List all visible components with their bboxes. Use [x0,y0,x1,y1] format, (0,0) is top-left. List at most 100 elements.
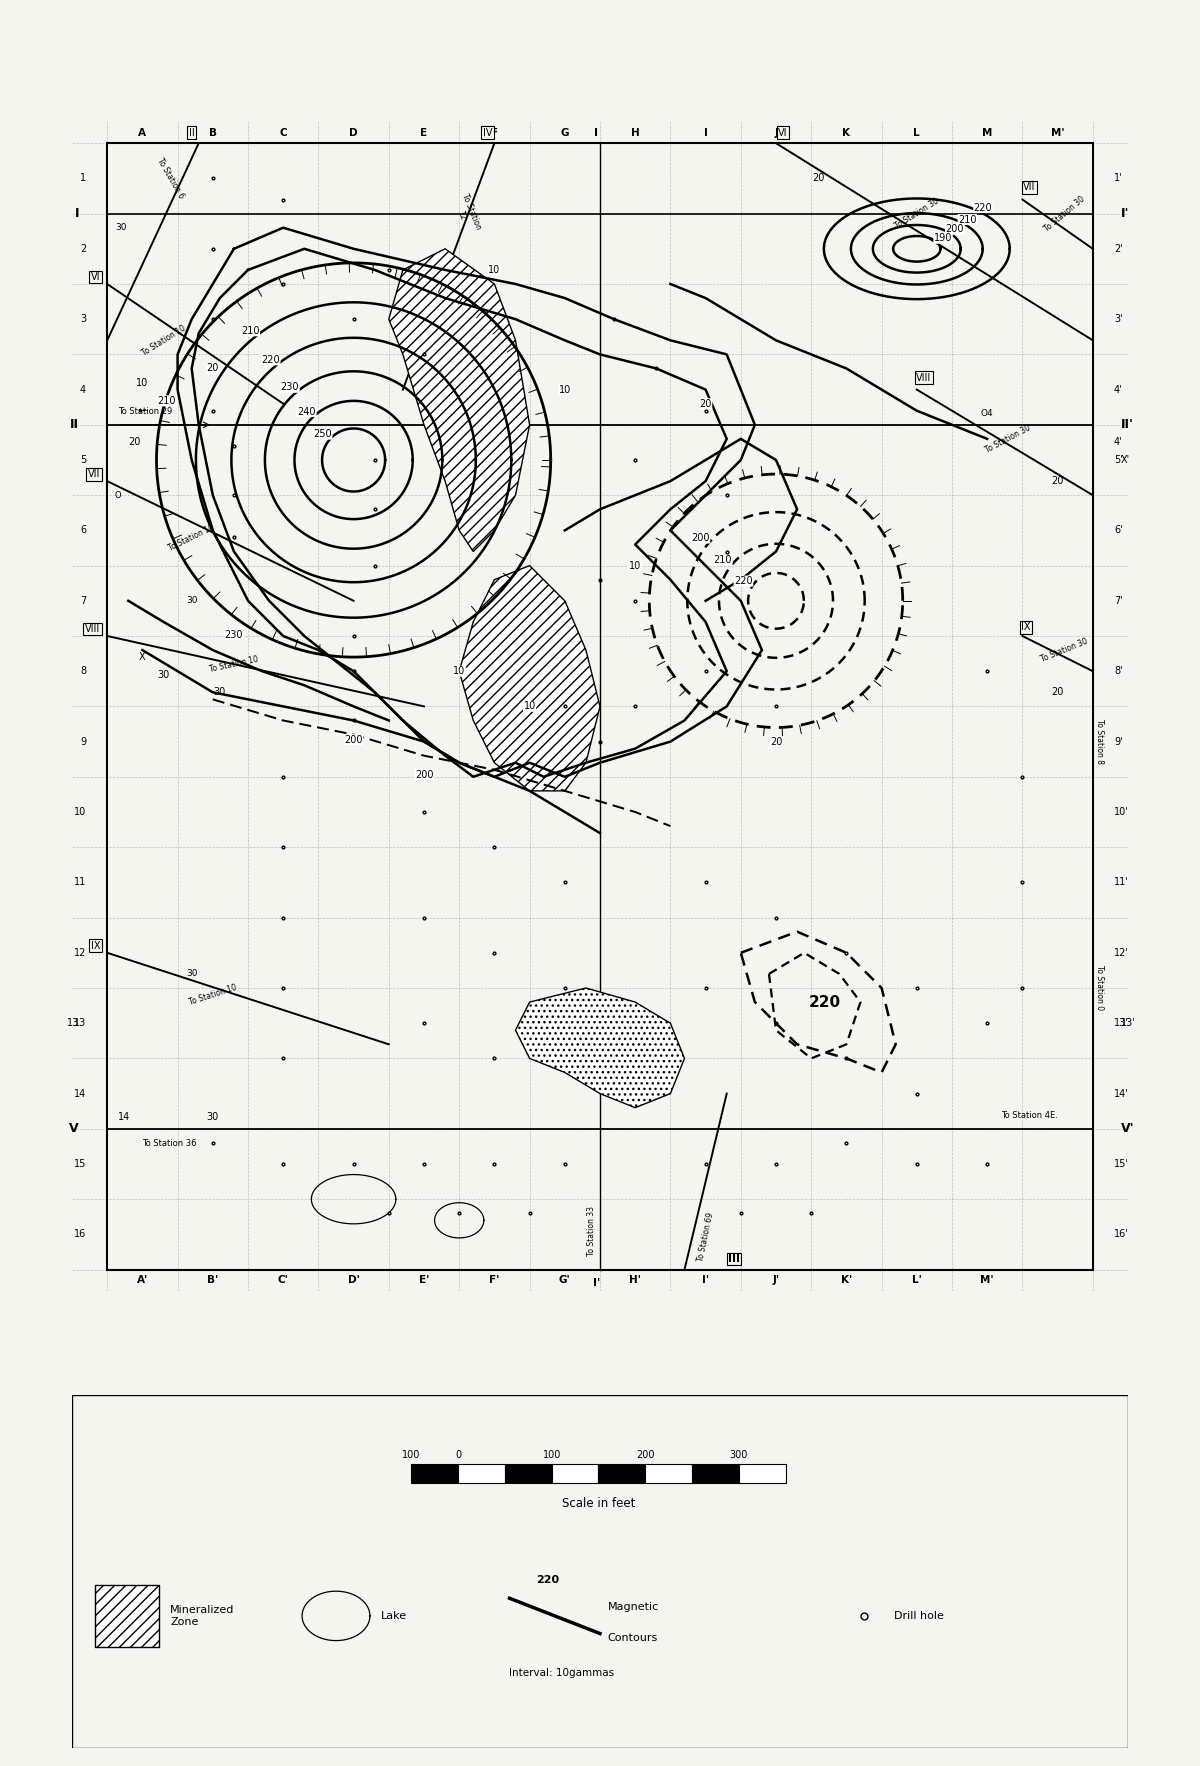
Polygon shape [389,249,529,551]
Text: 4': 4' [1114,438,1122,447]
Text: 10: 10 [454,666,466,676]
Text: 11': 11' [1114,878,1129,887]
Text: I': I' [702,1275,709,1286]
Bar [599,1464,646,1483]
Text: To Station 30: To Station 30 [1043,194,1087,233]
Text: 4: 4 [80,385,86,394]
Text: 16': 16' [1114,1229,1129,1240]
Text: 8: 8 [80,666,86,676]
Text: I: I [703,127,708,138]
Text: I': I' [1121,207,1129,221]
Text: 13: 13 [74,1019,86,1028]
Text: IX: IX [1021,622,1031,632]
Text: 220: 220 [734,576,752,586]
Text: I: I [74,207,79,221]
Text: H': H' [629,1275,641,1286]
Text: 9': 9' [1114,736,1122,747]
Text: 10: 10 [74,807,86,818]
Text: 220: 220 [809,994,841,1010]
Text: To Station 0: To Station 0 [1096,966,1104,1010]
Text: O: O [114,491,121,500]
Text: To Station 30: To Station 30 [893,196,941,231]
Text: 14: 14 [74,1088,86,1098]
Text: K: K [842,127,851,138]
Text: To Station 10: To Station 10 [209,655,259,675]
Text: Interval: 10gammas: Interval: 10gammas [510,1669,614,1678]
Text: 10: 10 [523,701,535,712]
Text: 11: 11 [74,878,86,887]
Text: D: D [349,127,358,138]
Text: IX: IX [91,941,100,950]
Text: 15': 15' [1114,1158,1129,1169]
Text: Mineralized
Zone: Mineralized Zone [170,1605,234,1626]
Text: 4': 4' [1114,385,1122,394]
Text: 6: 6 [80,526,86,535]
Text: F': F' [490,1275,499,1286]
Text: II: II [70,419,79,431]
Text: To Station 10: To Station 10 [187,984,238,1007]
Text: L: L [913,127,920,138]
Text: 2: 2 [80,244,86,254]
Text: 1': 1' [1114,173,1122,184]
Text: K': K' [841,1275,852,1286]
Text: 20: 20 [1051,687,1063,698]
Text: 7: 7 [80,595,86,606]
Text: 16: 16 [74,1229,86,1240]
Text: V: V [70,1123,79,1136]
Text: 3: 3 [80,314,86,325]
Text: J': J' [773,1275,780,1286]
Text: 200: 200 [415,770,433,781]
Text: 20: 20 [812,173,824,184]
Bar [692,1464,739,1483]
Text: 200: 200 [691,533,709,544]
Text: 210: 210 [714,556,732,565]
Text: X': X' [1121,456,1130,464]
Text: To Station 6: To Station 6 [155,157,186,200]
Text: 10: 10 [488,265,500,275]
Text: 30: 30 [157,669,169,680]
Text: I': I' [593,1279,600,1287]
Text: 210: 210 [241,325,259,336]
Text: 10: 10 [629,560,641,570]
Text: C': C' [277,1275,289,1286]
Text: 13: 13 [67,1019,79,1028]
Text: 300: 300 [730,1450,748,1459]
Text: 30: 30 [115,223,127,231]
Text: VII: VII [1024,182,1036,192]
Text: A: A [138,127,146,138]
Text: III: III [727,1254,739,1264]
Text: 20: 20 [700,399,712,408]
Text: B: B [209,127,217,138]
Text: To Station 10: To Station 10 [167,523,216,553]
Text: 220: 220 [973,203,992,212]
Text: 200: 200 [344,735,362,745]
Bar [458,1464,505,1483]
Text: O4: O4 [980,408,994,419]
Text: VII: VII [88,470,100,479]
Text: VIII: VIII [917,373,931,383]
Text: VI: VI [91,272,100,283]
Text: 30: 30 [214,687,226,698]
Text: 10: 10 [137,378,149,387]
Text: Drill hole: Drill hole [894,1611,944,1621]
Text: M': M' [980,1275,994,1286]
Text: II': II' [1121,419,1134,431]
Text: To Station 69: To Station 69 [696,1211,715,1263]
Text: D': D' [348,1275,360,1286]
Text: 1: 1 [80,173,86,184]
Text: 7': 7' [1114,595,1123,606]
Text: 240: 240 [298,406,316,417]
Text: To Station 8: To Station 8 [1096,719,1104,765]
Text: To Station 36: To Station 36 [143,1139,197,1148]
Text: ←: ← [138,406,148,415]
Text: Scale in feet: Scale in feet [562,1498,635,1510]
Text: 3': 3' [1114,314,1122,325]
Text: 20: 20 [770,736,782,747]
Text: 10: 10 [559,385,571,394]
Text: 30: 30 [206,1113,218,1121]
Text: I: I [594,127,599,138]
Text: To Station 30: To Station 30 [984,424,1032,454]
Text: 220: 220 [535,1575,559,1586]
Text: 20: 20 [1051,477,1063,486]
Text: 10': 10' [1114,807,1129,818]
